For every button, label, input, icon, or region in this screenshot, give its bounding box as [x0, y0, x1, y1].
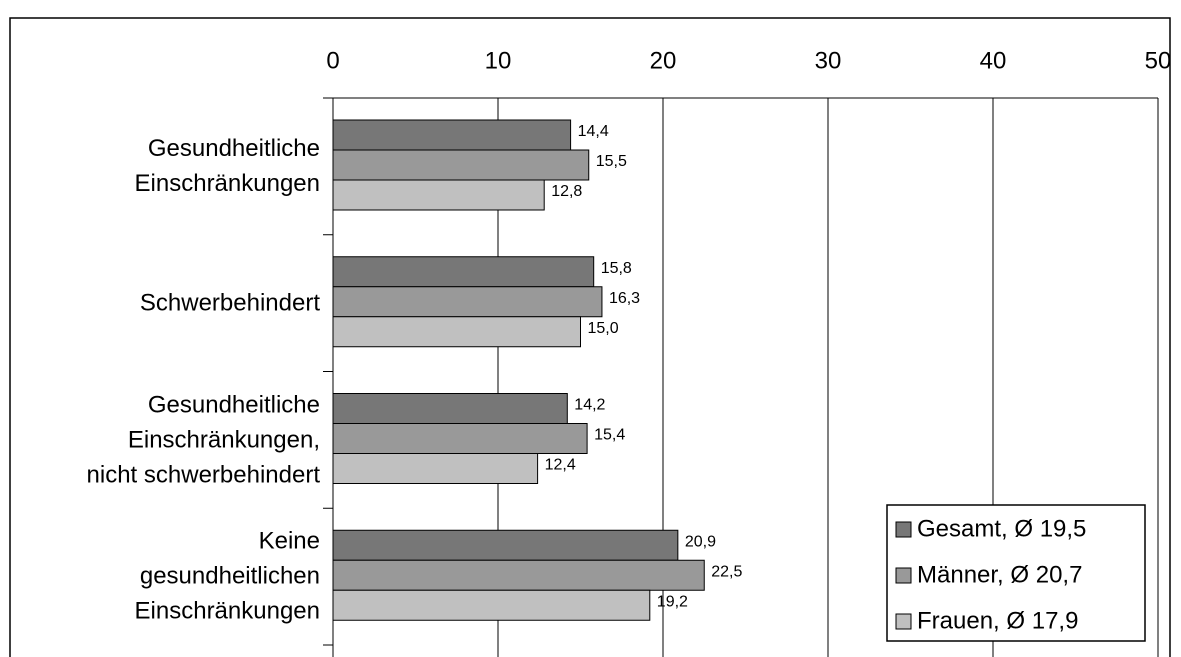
x-tick-label: 10 — [485, 47, 512, 74]
bar — [332, 286, 603, 318]
value-label: 16,3 — [609, 290, 640, 307]
value-label: 15,5 — [596, 153, 627, 170]
value-label: 12,4 — [545, 457, 576, 474]
legend-swatch — [895, 567, 912, 584]
bar — [332, 559, 705, 591]
value-label: 15,8 — [601, 260, 632, 277]
value-label: 20,9 — [685, 533, 716, 550]
bar — [332, 393, 568, 424]
legend-box — [886, 504, 1146, 642]
value-label: 22,5 — [711, 563, 742, 580]
x-tick-label: 40 — [980, 47, 1007, 74]
bar — [332, 453, 539, 484]
chart-frame — [9, 17, 1171, 657]
bar — [332, 423, 588, 454]
value-label: 12,8 — [551, 183, 582, 200]
legend-swatch — [895, 613, 912, 630]
bar — [332, 149, 590, 181]
x-tick-label: 0 — [326, 47, 339, 74]
bar — [332, 316, 581, 348]
value-label: 14,2 — [574, 397, 605, 414]
value-label: 19,2 — [657, 593, 688, 610]
bar — [332, 179, 545, 211]
bar — [332, 589, 651, 621]
legend-swatch — [895, 521, 912, 538]
legend-label: Frauen, Ø 17,9 — [917, 607, 1078, 634]
x-tick-label: 30 — [815, 47, 842, 74]
category-label: Keine gesundheitlichen Einschränkungen — [134, 527, 320, 625]
value-label: 15,4 — [594, 427, 625, 444]
value-label: 14,4 — [578, 123, 609, 140]
x-tick-label: 50 — [1145, 47, 1172, 74]
category-label: Gesundheitliche Einschränkungen, nicht s… — [86, 391, 320, 488]
legend-label: Männer, Ø 20,7 — [917, 561, 1082, 588]
x-tick-label: 20 — [650, 47, 677, 74]
bar — [332, 529, 679, 561]
bar — [332, 256, 595, 288]
legend-label: Gesamt, Ø 19,5 — [917, 515, 1086, 542]
category-label: Schwerbehindert — [139, 289, 320, 317]
category-label: Gesundheitliche Einschränkungen — [134, 135, 320, 197]
bar — [332, 119, 572, 151]
value-label: 15,0 — [588, 320, 619, 337]
